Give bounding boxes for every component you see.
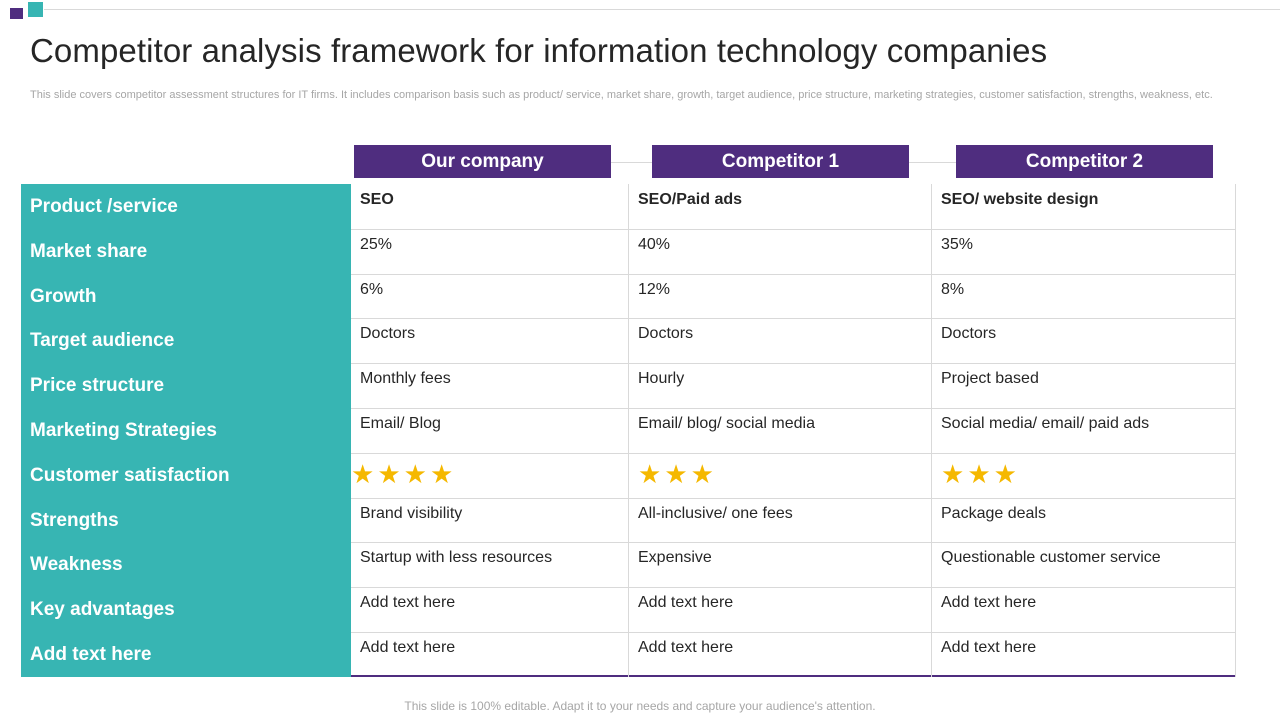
row-label: Target audience: [30, 329, 175, 351]
star-rating-competitor-1: ★ ★ ★: [638, 461, 714, 487]
table-cell-competitor-1: Doctors: [638, 325, 694, 342]
table-cell-competitor-2: Package deals: [941, 505, 1046, 522]
star-icon: ★: [377, 459, 401, 489]
grid-horizontal-line: [351, 229, 1236, 230]
column-header-competitor-1: Competitor 1: [652, 145, 909, 178]
table-cell-competitor-1: Expensive: [638, 549, 712, 566]
star-rating-our-company: ★ ★ ★ ★: [351, 461, 453, 487]
grid-horizontal-line: [351, 542, 1236, 543]
table-cell-our-company: Add text here: [360, 639, 456, 656]
column-header-competitor-2: Competitor 2: [956, 145, 1213, 178]
row-label: Strengths: [30, 509, 119, 531]
table-cell-our-company: Add text here: [360, 594, 456, 611]
table-cell-competitor-1: 12%: [638, 281, 671, 298]
slide-subtitle: This slide covers competitor assessment …: [30, 89, 1213, 101]
table-cell-competitor-2: Questionable customer service: [941, 549, 1161, 566]
star-icon: ★: [403, 459, 427, 489]
star-icon: ★: [664, 459, 688, 489]
grid-vertical-line: [931, 184, 932, 677]
grid-vertical-line: [628, 184, 629, 677]
table-cell-our-company: Email/ Blog: [360, 415, 441, 432]
star-icon: ★: [429, 459, 454, 489]
table-cell-competitor-1: All-inclusive/ one fees: [638, 505, 793, 522]
star-icon: ★: [638, 459, 662, 489]
table-cell-competitor-2: 8%: [941, 281, 965, 298]
top-divider-line: [44, 9, 1280, 10]
column-header-our-company: Our company: [354, 145, 611, 178]
row-label: Weakness: [30, 553, 123, 575]
table-cell-competitor-2: Project based: [941, 370, 1039, 387]
row-label: Customer satisfaction: [30, 464, 230, 486]
table-cell-our-company: Doctors: [360, 325, 416, 342]
grid-horizontal-line: [351, 363, 1236, 364]
star-rating-competitor-2: ★ ★ ★: [941, 461, 1017, 487]
table-cell-competitor-1: Add text here: [638, 594, 734, 611]
table-cell-our-company: Brand visibility: [360, 505, 463, 522]
table-cell-competitor-2: Doctors: [941, 325, 997, 342]
star-icon: ★: [967, 459, 991, 489]
table-cell-competitor-1: SEO/Paid ads: [638, 191, 743, 208]
table-cell-competitor-2: Add text here: [941, 639, 1037, 656]
table-cell-competitor-2: Add text here: [941, 594, 1037, 611]
logo-square-teal: [28, 2, 43, 17]
table-cell-competitor-1: 40%: [638, 236, 671, 253]
grid-horizontal-line: [351, 318, 1236, 319]
table-cell-competitor-1: Hourly: [638, 370, 685, 387]
table-cell-our-company: 25%: [360, 236, 393, 253]
grid-horizontal-line: [351, 498, 1236, 499]
grid-horizontal-line: [351, 453, 1236, 454]
comparison-grid: [351, 184, 1236, 677]
slide-footer: This slide is 100% editable. Adapt it to…: [404, 699, 876, 713]
table-cell-competitor-1: Add text here: [638, 639, 734, 656]
row-label: Key advantages: [30, 598, 175, 620]
row-label: Market share: [30, 240, 148, 262]
grid-vertical-line: [1235, 184, 1236, 677]
table-cell-our-company: SEO: [360, 191, 394, 208]
grid-horizontal-line: [351, 408, 1236, 409]
row-label-panel: [21, 184, 351, 677]
star-icon: ★: [941, 459, 965, 489]
star-icon: ★: [993, 459, 1017, 489]
table-cell-competitor-2: 35%: [941, 236, 974, 253]
table-cell-competitor-1: Email/ blog/ social media: [638, 415, 815, 432]
row-label: Add text here: [30, 643, 152, 665]
row-label: Marketing Strategies: [30, 419, 217, 441]
grid-horizontal-line: [351, 274, 1236, 275]
row-label: Price structure: [30, 374, 165, 396]
star-icon: ★: [351, 459, 375, 489]
grid-horizontal-line: [351, 587, 1236, 588]
table-cell-our-company: Startup with less resources: [360, 549, 553, 566]
grid-horizontal-line: [351, 632, 1236, 633]
table-cell-competitor-2: SEO/ website design: [941, 191, 1099, 208]
table-cell-our-company: Monthly fees: [360, 370, 451, 387]
slide-title: Competitor analysis framework for inform…: [30, 32, 1048, 69]
row-label: Growth: [30, 285, 97, 307]
table-cell-our-company: 6%: [360, 281, 384, 298]
logo-square-purple: [10, 8, 23, 19]
row-label: Product /service: [30, 195, 178, 217]
table-cell-competitor-2: Social media/ email/ paid ads: [941, 415, 1150, 432]
star-icon: ★: [690, 459, 714, 489]
